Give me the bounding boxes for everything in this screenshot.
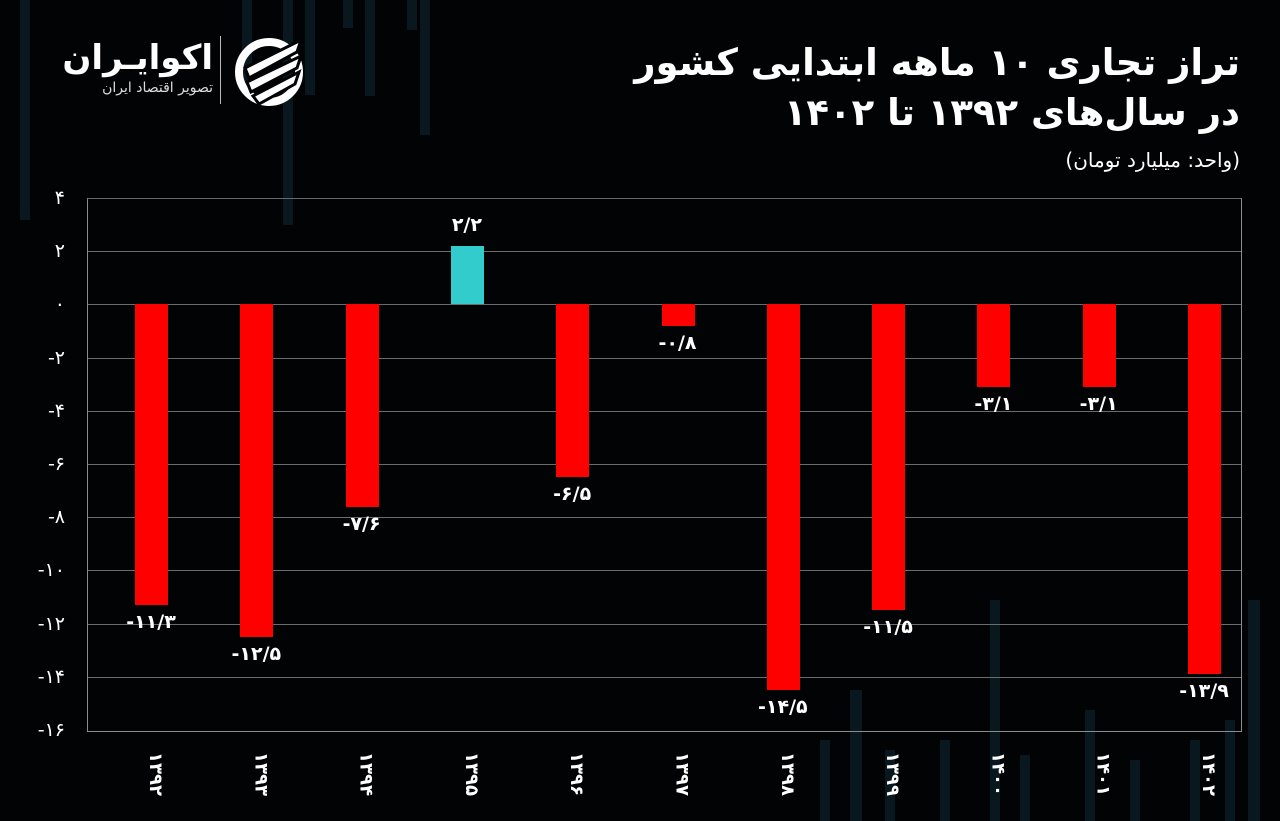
y-tick-label: -۱۶ [37,719,65,741]
x-tick-label: ۱۳۹۲ [145,752,166,796]
gridline [88,357,1241,359]
x-tick-label: ۱۴۰۲ [1198,752,1219,796]
gridline [88,464,1241,465]
y-tick-label: -۲ [47,346,65,369]
bar-1399 [872,304,906,611]
bar-value-label: -۳/۱ [974,392,1013,415]
bar-1397 [661,304,695,326]
title-line-2: در سال‌های ۱۳۹۲ تا ۱۴۰۲ [783,91,1240,134]
brand-logo: اکوایـران تصویر اقتصاد ایران [48,34,318,106]
y-tick-label: ۲ [54,240,65,263]
bar-1402 [1188,304,1221,675]
gridline [88,251,1241,253]
x-tick-label: ۱۳۹۴ [355,752,377,796]
logo-name: اکوایـران [62,38,213,78]
logo-divider [220,36,221,104]
bar-value-label: ۲/۲ [451,213,482,236]
bar-1394 [345,304,379,507]
bar-1392 [135,304,168,605]
title-line-1: تراز تجاری ۱۰ ماهه ابتدایی کشور [634,41,1240,84]
x-tick-label: ۱۳۹۳ [250,752,272,796]
x-tick-label: ۱۳۹۷ [671,752,693,796]
unit-label: (واحد: میلیارد تومان) [1065,148,1240,172]
bar-value-label: -۱۱/۵ [863,616,913,639]
bar-1396 [556,304,590,478]
y-tick-label: ۴ [54,187,65,209]
chart-title: تراز تجاری ۱۰ ماهه ابتدایی کشور در سال‌ه… [480,38,1240,138]
bar-1401 [1082,304,1116,387]
bar-1400 [977,304,1011,387]
y-tick-label: -۶ [47,453,65,475]
bar-value-label: -۳/۱ [1079,392,1118,415]
y-tick-label: -۱۲ [37,612,65,635]
y-tick-label: -۱۰ [37,559,65,582]
x-tick-label: ۱۴۰۱ [1092,752,1114,796]
gridline [88,623,1241,625]
y-tick-label: -۱۴ [37,665,65,688]
bar-1398 [766,304,800,691]
x-tick-label: ۱۴۰۰ [987,752,1009,796]
bar-value-label: -۰/۸ [658,331,697,354]
bar-value-label: -۱۴/۵ [757,696,808,719]
x-tick-label: ۱۳۹۸ [776,752,798,796]
gridline [88,410,1241,412]
gridline [88,676,1241,678]
logo-tagline: تصویر اقتصاد ایران [102,80,213,96]
x-tick-label: ۱۳۹۹ [882,752,904,796]
x-tick-label: ۱۳۹۶ [566,752,588,796]
bar-value-label: -۱۱/۳ [126,610,176,633]
bar-value-label: -۱۳/۹ [1179,680,1229,703]
y-tick-label: -۸ [47,506,65,529]
y-tick-label: ۰ [54,293,65,316]
gridline [88,517,1241,519]
ecoiran-swoosh-icon [235,37,304,106]
bar-1393 [240,304,274,637]
y-tick-label: -۴ [47,399,65,422]
logo-text: اکوایـران تصویر اقتصاد ایران [48,38,213,98]
bar-value-label: -۷/۶ [342,512,381,535]
x-tick-label: ۱۳۹۵ [460,752,482,796]
bar-1395 [450,245,484,305]
bar-value-label: -۱۲/۵ [231,642,282,665]
gridline [88,570,1241,572]
bar-value-label: -۶/۵ [553,483,592,506]
